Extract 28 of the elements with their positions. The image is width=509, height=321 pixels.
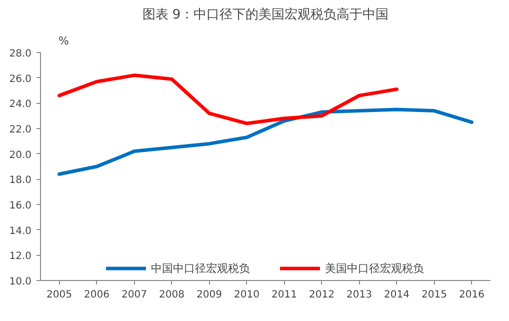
chart-title: 图表 9：中口径下的美国宏观税负高于中国 [142, 6, 389, 22]
y-tick-label: 10.0 [9, 276, 32, 288]
y-tick-label: 18.0 [9, 175, 32, 186]
y-tick-label: 26.0 [9, 74, 32, 85]
y-tick-label: 12.0 [9, 251, 32, 262]
x-tick-label: 2014 [384, 290, 410, 300]
x-tick-label: 2008 [159, 290, 184, 300]
y-tick-label: 28.0 [9, 48, 32, 60]
x-tick-label: 2012 [309, 290, 334, 300]
line-series [58, 108, 474, 176]
y-tick-label: 20.0 [9, 150, 32, 161]
legend-label: 美国中口径宏观税负 [325, 260, 424, 276]
x-tick-label: 2009 [196, 290, 222, 300]
y-tick-label: 24.0 [9, 99, 32, 110]
y-tick-label: 22.0 [9, 124, 32, 136]
x-tick-label: 2007 [122, 290, 147, 300]
y-tick-label: 16.0 [9, 200, 32, 212]
line-series [58, 74, 398, 126]
x-tick-label: 2016 [459, 290, 484, 300]
y-axis-title: % [58, 34, 69, 48]
x-tick-label: 2011 [272, 290, 297, 300]
x-tick-label: 2006 [84, 290, 110, 300]
legend-label: 中国中口径宏观税负 [151, 260, 250, 276]
x-tick-label: 2013 [346, 290, 372, 300]
x-tick-label: 2005 [46, 290, 72, 300]
x-tick-label: 2015 [422, 290, 447, 300]
x-tick-label: 2010 [234, 290, 260, 300]
y-tick-label: 14.0 [9, 226, 32, 237]
